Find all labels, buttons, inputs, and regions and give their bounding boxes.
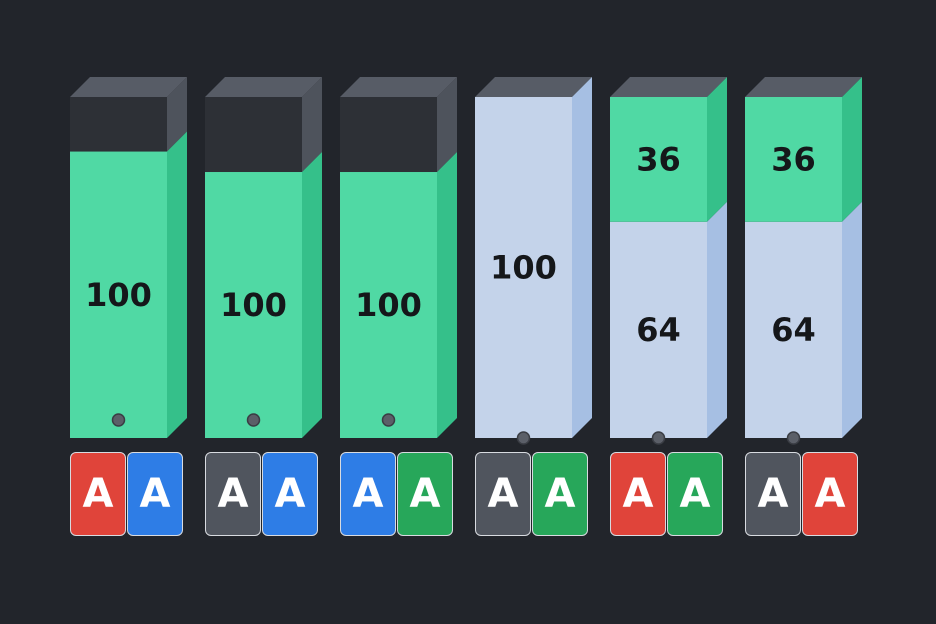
column-top: [340, 77, 457, 97]
segment-green-side: [167, 131, 187, 438]
segment-label: 36: [771, 140, 816, 178]
segment-label: 100: [355, 286, 422, 324]
empty-space-side: [302, 77, 322, 173]
letter-card[interactable]: A: [262, 452, 318, 536]
segment-green-side: [842, 77, 862, 222]
letter-card[interactable]: A: [532, 452, 588, 536]
letter-card[interactable]: A: [667, 452, 723, 536]
segment-green: [610, 97, 707, 222]
column-top: [205, 77, 322, 97]
segment-blue: [745, 221, 842, 438]
segment-label: 36: [636, 140, 681, 178]
segment-blue-side: [572, 77, 592, 438]
segment-green-side: [707, 77, 727, 222]
column-2[interactable]: 100: [205, 77, 322, 438]
segment-label: 64: [771, 311, 816, 349]
marker-dot: [651, 431, 666, 445]
empty-space: [70, 97, 167, 152]
column-3[interactable]: 100: [340, 77, 457, 438]
marker-dot: [381, 413, 396, 427]
column-1[interactable]: 100: [70, 77, 187, 438]
marker-dot: [786, 431, 801, 445]
column-4[interactable]: 100: [475, 77, 592, 445]
segment-green: [340, 172, 437, 438]
segment-blue-side: [842, 201, 862, 438]
column-top: [610, 77, 727, 97]
segment-blue: [475, 97, 572, 438]
column-5[interactable]: 64 36: [610, 77, 727, 445]
column-top: [475, 77, 592, 97]
segment-green: [205, 172, 302, 438]
segment-label: 100: [85, 276, 152, 314]
segment-blue-side: [707, 201, 727, 438]
empty-space: [205, 97, 302, 173]
segment-label: 100: [490, 249, 557, 287]
letter-card[interactable]: A: [340, 452, 396, 536]
empty-space-side: [437, 77, 457, 173]
letter-card[interactable]: A: [127, 452, 183, 536]
segment-green: [70, 151, 167, 438]
marker-dot: [111, 413, 126, 427]
letter-card[interactable]: A: [610, 452, 666, 536]
letter-card[interactable]: A: [397, 452, 453, 536]
letter-card[interactable]: A: [745, 452, 801, 536]
marker-dot: [246, 413, 261, 427]
letter-card[interactable]: A: [802, 452, 858, 536]
segment-label: 100: [220, 286, 287, 324]
segment-blue: [610, 221, 707, 438]
segment-green-side: [302, 152, 322, 438]
segment-label: 64: [636, 311, 681, 349]
column-top: [745, 77, 862, 97]
empty-space-side: [167, 77, 187, 152]
segment-green: [745, 97, 842, 222]
letter-card[interactable]: A: [205, 452, 261, 536]
column-top: [70, 77, 187, 97]
segment-green-side: [437, 152, 457, 438]
column-6[interactable]: 64 36: [745, 77, 862, 445]
empty-space: [340, 97, 437, 173]
marker-dot: [516, 431, 531, 445]
letter-card[interactable]: A: [475, 452, 531, 536]
letter-card[interactable]: A: [70, 452, 126, 536]
